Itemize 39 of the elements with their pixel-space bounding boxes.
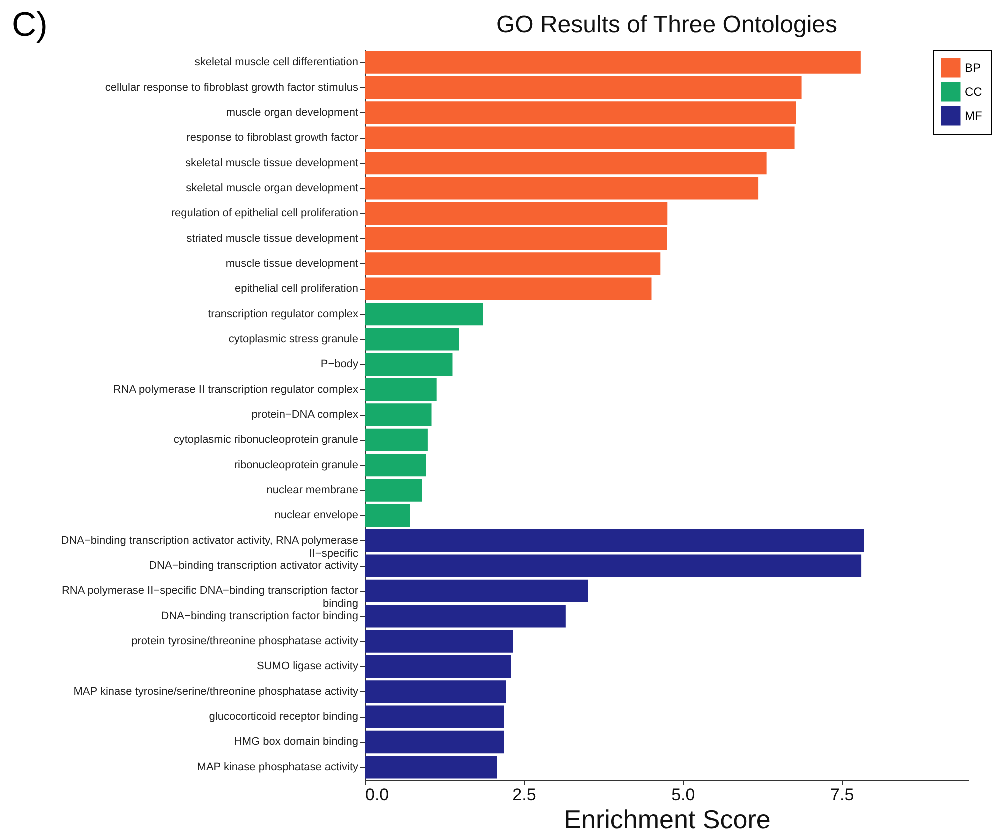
y-tick-label: P−body xyxy=(320,358,359,371)
y-tick-label: DNA−binding transcription activator activity xyxy=(149,560,359,572)
y-tick-label: regulation of epithelial cell proliferation xyxy=(171,208,358,220)
y-tick-label: MAP kinase tyrosine/serine/threonine phosphatase activity xyxy=(74,686,359,698)
y-tick-label: skeletal muscle tissue development xyxy=(185,157,358,170)
y-tick-label: striated muscle tissue development xyxy=(186,232,358,245)
y-tick-label: muscle organ development xyxy=(226,106,358,119)
y-tick-label: cytoplasmic ribonucleoprotein granule xyxy=(174,434,358,446)
y-tick-label: epithelial cell proliferation xyxy=(234,283,358,296)
y-tick-label: MAP kinase phosphatase activity xyxy=(197,761,359,774)
y-tick-label: skeletal muscle organ development xyxy=(186,182,358,194)
y-tick-label: cellular response to fibroblast growth factor stimulus xyxy=(105,82,359,94)
y-tick-label: nuclear envelope xyxy=(274,510,358,522)
y-tick-label: ribonucleoprotein granule xyxy=(234,459,358,472)
y-tick-label: skeletal muscle cell differentiation xyxy=(194,56,358,69)
x-tick-label: 0.0 xyxy=(366,786,390,804)
y-tick-label: cytoplasmic stress granule xyxy=(228,333,358,346)
y-tick-label: HMG box domain binding xyxy=(234,736,358,748)
y-tick-label: response to fibroblast growth factor xyxy=(186,132,359,144)
y-tick-label: DNA−binding transcription factor binding xyxy=(161,610,358,622)
y-tick-label: muscle tissue development xyxy=(226,258,358,270)
y-tick-label: RNA polymerase II−specific DNA−binding transcription factor binding xyxy=(62,585,359,610)
chart-title: GO Results of Three Ontologies xyxy=(496,12,838,38)
y-tick-label: RNA polymerase II transcription regulator complex xyxy=(113,384,359,396)
y-tick-label: nuclear membrane xyxy=(266,484,358,497)
x-tick-label: 7.5 xyxy=(830,786,854,804)
y-tick-label: SUMO ligase activity xyxy=(257,660,359,673)
y-tick-label: protein−DNA complex xyxy=(252,409,359,421)
y-tick-label: glucocorticoid receptor binding xyxy=(209,711,358,724)
legend-label: CC xyxy=(965,85,983,99)
y-tick-label: DNA−binding transcription activator activity, RNA polymerase II−specific xyxy=(61,534,359,560)
x-tick-label: 2.5 xyxy=(512,786,536,804)
x-axis-title: Enrichment Score xyxy=(564,804,771,834)
legend-label: MF xyxy=(965,109,982,123)
y-tick-label: protein tyrosine/threonine phosphatase activity xyxy=(132,636,359,648)
x-tick-label: 5.0 xyxy=(672,786,696,804)
legend-label: BP xyxy=(965,61,982,75)
y-tick-label: transcription regulator complex xyxy=(208,308,359,320)
text: C) xyxy=(12,6,48,45)
